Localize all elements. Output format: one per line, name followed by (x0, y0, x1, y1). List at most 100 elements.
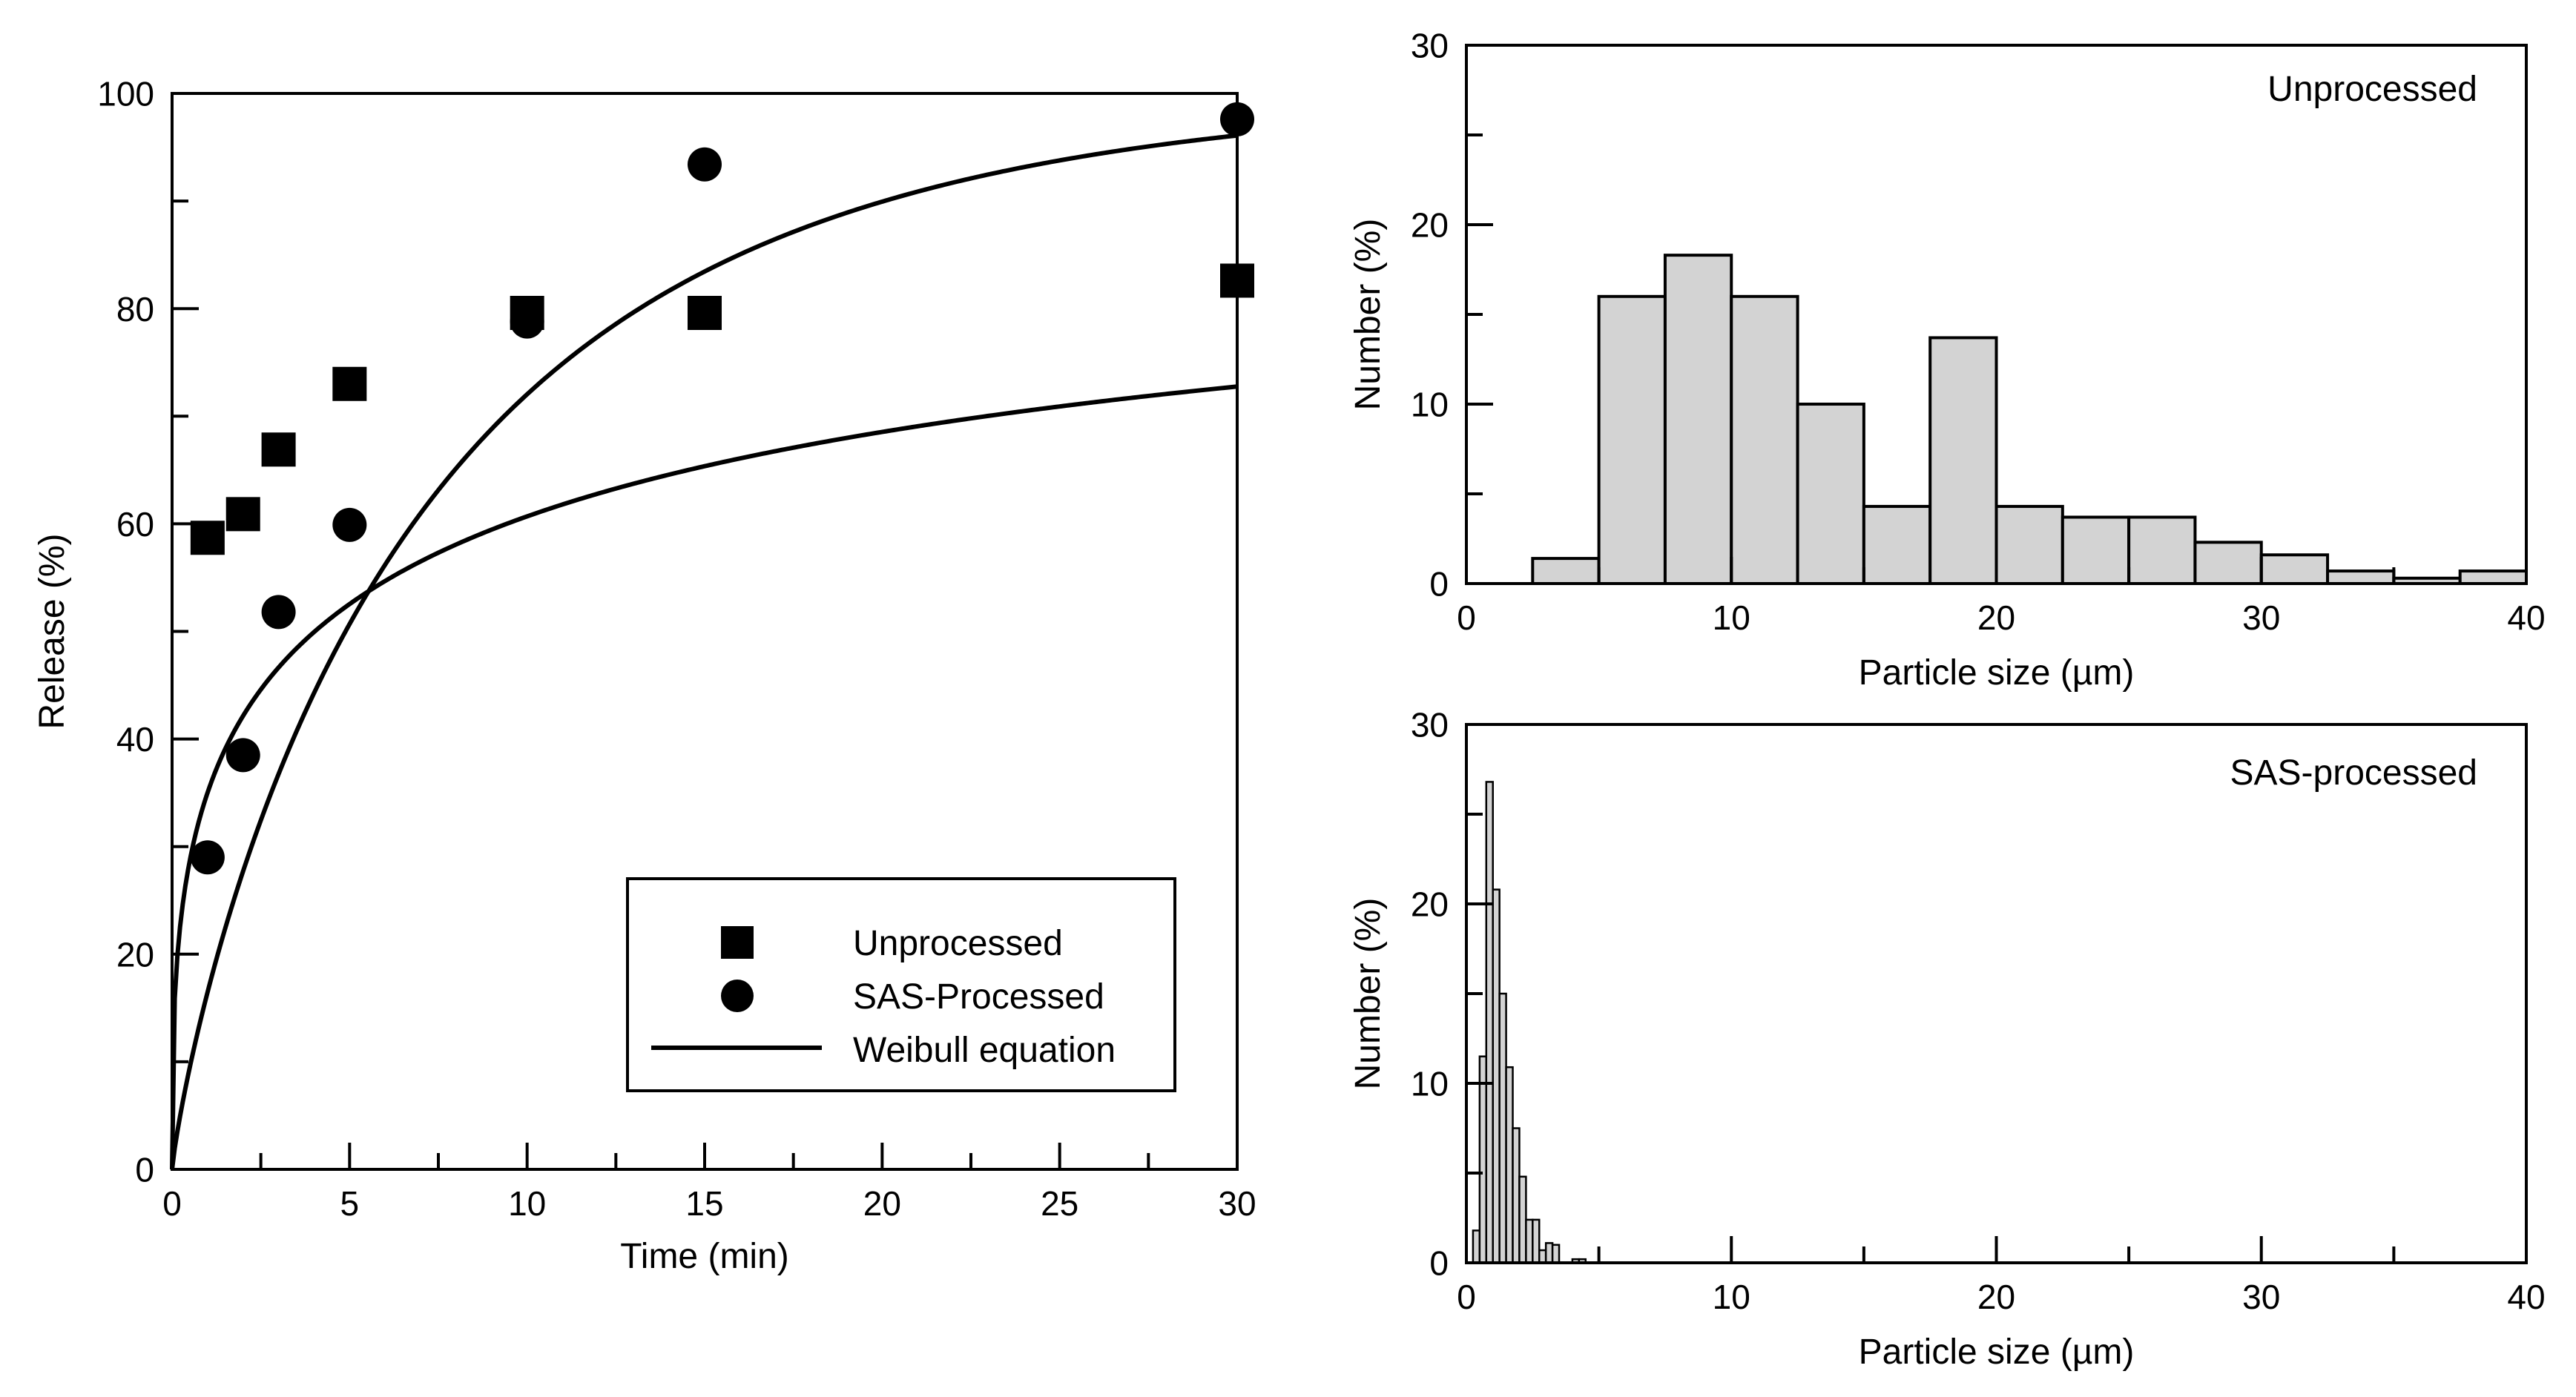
data-point-unprocessed (225, 497, 260, 532)
legend-box (626, 877, 1176, 1092)
y-tick-label: 100 (97, 75, 154, 113)
histogram-bar (1663, 254, 1733, 585)
y-tick-label: 0 (135, 1151, 154, 1189)
histogram-bar (2326, 569, 2396, 585)
histogram-bar (1505, 1066, 1514, 1264)
sas-axis-ticks (1465, 723, 2528, 1264)
unprocessed-tick-labels: 0 10 20 30 40 0 10 20 30 (1411, 27, 2546, 637)
x-tick-label: 25 (1041, 1184, 1078, 1223)
histogram-bar (1512, 1127, 1521, 1264)
histogram-bar (1472, 1229, 1481, 1264)
sas-tick-labels: 0 10 20 30 40 0 10 20 30 (1411, 706, 2546, 1316)
x-tick-label: 20 (1977, 1278, 2015, 1316)
histogram-bar (1928, 336, 1998, 585)
legend-marker-square (721, 926, 754, 959)
y-tick-label: 10 (1411, 1065, 1449, 1103)
release-tick-labels: 0 5 10 15 20 25 30 0 20 40 60 80 100 (97, 75, 1256, 1223)
histogram-bar (1597, 294, 1667, 585)
histogram-bar (2259, 553, 2330, 586)
y-tick-label: 30 (1411, 27, 1449, 65)
histogram-bar (1532, 1218, 1541, 1264)
data-point-sas-processed (510, 304, 544, 339)
data-point-unprocessed (688, 296, 722, 331)
y-tick-label: 60 (116, 505, 154, 544)
unprocessed-annotation: Unprocessed (2267, 70, 2477, 109)
x-tick-label: 0 (162, 1184, 182, 1223)
y-tick-label: 20 (1411, 206, 1449, 245)
unprocessed-histogram: 0 10 20 30 40 0 10 20 30 Unprocessed Particle si… (1348, 27, 2546, 693)
y-tick-label: 40 (116, 720, 154, 759)
y-tick-label: 80 (116, 290, 154, 328)
release-x-axis-label: Time (min) (620, 1237, 789, 1276)
histogram-bar (1485, 781, 1494, 1264)
y-tick-label: 10 (1411, 386, 1449, 424)
x-tick-label: 40 (2507, 598, 2545, 637)
x-tick-label: 30 (2242, 598, 2280, 637)
y-tick-label: 0 (1429, 565, 1449, 604)
legend-label-unprocessed: Unprocessed (853, 924, 1063, 963)
legend-marker-circle (721, 980, 754, 1012)
histogram-bar (1518, 1175, 1527, 1264)
histogram-bar (1525, 1218, 1534, 1264)
data-point-sas-processed (332, 507, 367, 542)
histogram-bar (1796, 403, 1865, 585)
histogram-bar (2127, 515, 2197, 586)
histogram-bar (1498, 992, 1507, 1264)
release-fit-curves (170, 133, 1238, 1170)
x-tick-label: 0 (1457, 598, 1476, 637)
unprocessed-axis-ticks (1465, 44, 2528, 585)
sas-annotation: SAS-processed (2230, 753, 2478, 793)
sas-x-axis-label: Particle size (µm) (1859, 1332, 2135, 1372)
x-tick-label: 40 (2507, 1278, 2545, 1316)
sas-histogram-bars (1472, 781, 1587, 1264)
y-tick-label: 20 (1411, 885, 1449, 924)
data-point-unprocessed (261, 432, 296, 467)
x-tick-label: 30 (2242, 1278, 2280, 1316)
histogram-bar (1730, 294, 1799, 585)
y-tick-label: 30 (1411, 706, 1449, 744)
histogram-bar (2061, 515, 2131, 586)
histogram-bar (1538, 1249, 1547, 1264)
release-chart: 0 5 10 15 20 25 30 0 20 40 60 80 100 Time (min) Rele… (33, 75, 1256, 1276)
data-point-sas-processed (190, 840, 225, 875)
x-tick-label: 10 (1713, 1278, 1750, 1316)
histogram-bar (1531, 557, 1601, 585)
data-point-sas-processed (1220, 102, 1254, 136)
x-tick-label: 0 (1457, 1278, 1476, 1316)
unprocessed-y-axis-label: Number (%) (1348, 219, 1388, 411)
histogram-bar (1478, 1055, 1488, 1264)
x-tick-label: 5 (340, 1184, 360, 1223)
histogram-bar (1994, 504, 2064, 585)
histogram-bar (2193, 541, 2263, 586)
unprocessed-x-axis-label: Particle size (µm) (1859, 653, 2135, 693)
legend-label-sas-processed: SAS-Processed (853, 977, 1104, 1017)
histogram-bar (2458, 569, 2528, 585)
x-tick-label: 10 (1713, 598, 1750, 637)
x-tick-label: 20 (1977, 598, 2015, 637)
release-y-axis-label: Release (%) (33, 533, 72, 729)
data-point-unprocessed (332, 366, 367, 401)
histogram-bar (1492, 888, 1501, 1264)
unprocessed-histogram-bars (1531, 254, 2528, 586)
sas-histogram: 0 10 20 30 40 0 10 20 30 SAS-processed Particle … (1348, 706, 2546, 1372)
x-tick-label: 20 (863, 1184, 901, 1223)
fit-curve (170, 384, 1238, 1170)
legend-label-weibull: Weibull equation (853, 1031, 1116, 1070)
fit-curve (170, 133, 1238, 1170)
release-data-points (190, 102, 1254, 875)
data-point-sas-processed (261, 595, 296, 630)
y-tick-label: 20 (116, 935, 154, 974)
sas-y-axis-label: Number (%) (1348, 898, 1388, 1090)
histogram-bar (1551, 1244, 1561, 1264)
release-legend: Unprocessed SAS-Processed Weibull equati… (626, 877, 1176, 1092)
release-axis-ticks (171, 92, 1239, 1171)
histogram-bar (1544, 1242, 1554, 1264)
data-point-sas-processed (225, 738, 260, 773)
histogram-bar (1862, 504, 1932, 585)
x-tick-label: 10 (508, 1184, 546, 1223)
x-tick-label: 15 (685, 1184, 723, 1223)
data-point-sas-processed (688, 147, 722, 182)
